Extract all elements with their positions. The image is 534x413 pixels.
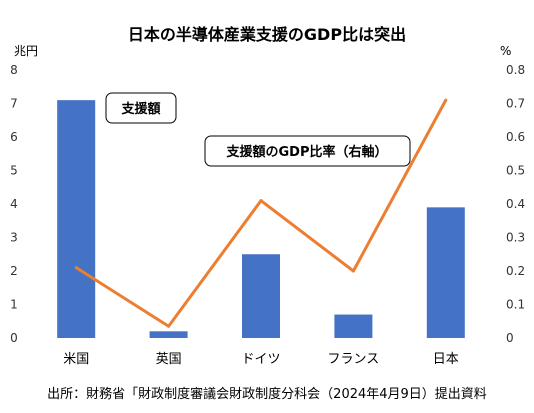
line-callout-box	[204, 135, 411, 167]
right-tick-label: 0.5	[506, 164, 525, 178]
right-tick-label: 0.2	[506, 264, 525, 278]
bar-series	[57, 100, 465, 339]
line-point	[74, 266, 78, 270]
left-tick-label: 3	[10, 231, 18, 245]
line-point	[259, 199, 263, 203]
right-tick-label: 0.3	[506, 231, 525, 245]
category-label: 日本	[433, 352, 459, 367]
left-tick-label: 6	[10, 130, 18, 144]
line-point	[167, 324, 171, 328]
left-tick-label: 0	[10, 331, 18, 345]
left-axis-unit: 兆円	[14, 44, 38, 58]
left-tick-label: 4	[10, 197, 18, 211]
bar-callout: 支援額	[105, 92, 177, 124]
left-tick-label: 8	[10, 63, 18, 77]
bar	[334, 314, 373, 338]
bar-callout-label: 支援額	[120, 101, 160, 117]
category-label: ドイツ	[241, 352, 280, 367]
category-label: フランス	[328, 352, 380, 367]
category-label: 英国	[156, 352, 182, 367]
left-tick-label: 2	[10, 264, 18, 278]
category-labels: 米国 英国 ドイツ フランス 日本	[63, 352, 459, 367]
left-tick-label: 5	[10, 164, 18, 178]
source-note: 出所：財務省「財政制度審議会財政制度分科会（2024年4月9日）提出資料	[47, 386, 487, 402]
line-series	[74, 98, 448, 328]
line-point	[351, 269, 355, 273]
line-callout: 支援額のGDP比率（右軸）	[204, 135, 411, 167]
right-axis-ticks: 0 0.1 0.2 0.3 0.4 0.5 0.6 0.7 0.8	[506, 63, 525, 345]
category-label: 米国	[63, 352, 89, 367]
right-tick-label: 0.6	[506, 130, 525, 144]
bar-callout-box	[105, 92, 177, 124]
right-tick-label: 0.7	[506, 97, 525, 111]
right-tick-label: 0	[506, 331, 514, 345]
right-axis-unit: %	[500, 44, 511, 58]
line-point	[444, 98, 448, 102]
bar	[426, 207, 465, 338]
line-callout-label: 支援額のGDP比率（右軸）	[226, 144, 388, 160]
right-tick-label: 0.8	[506, 63, 525, 77]
right-tick-label: 0.1	[506, 298, 525, 312]
chart-title: 日本の半導体産業支援のGDP比は突出	[128, 25, 406, 44]
bar	[242, 254, 280, 338]
left-tick-label: 7	[10, 97, 18, 111]
right-tick-label: 0.4	[506, 197, 525, 211]
left-axis-ticks: 0 1 2 3 4 5 6 7 8	[10, 63, 18, 345]
bar	[57, 100, 96, 339]
bar	[149, 331, 188, 338]
left-tick-label: 1	[10, 298, 18, 312]
